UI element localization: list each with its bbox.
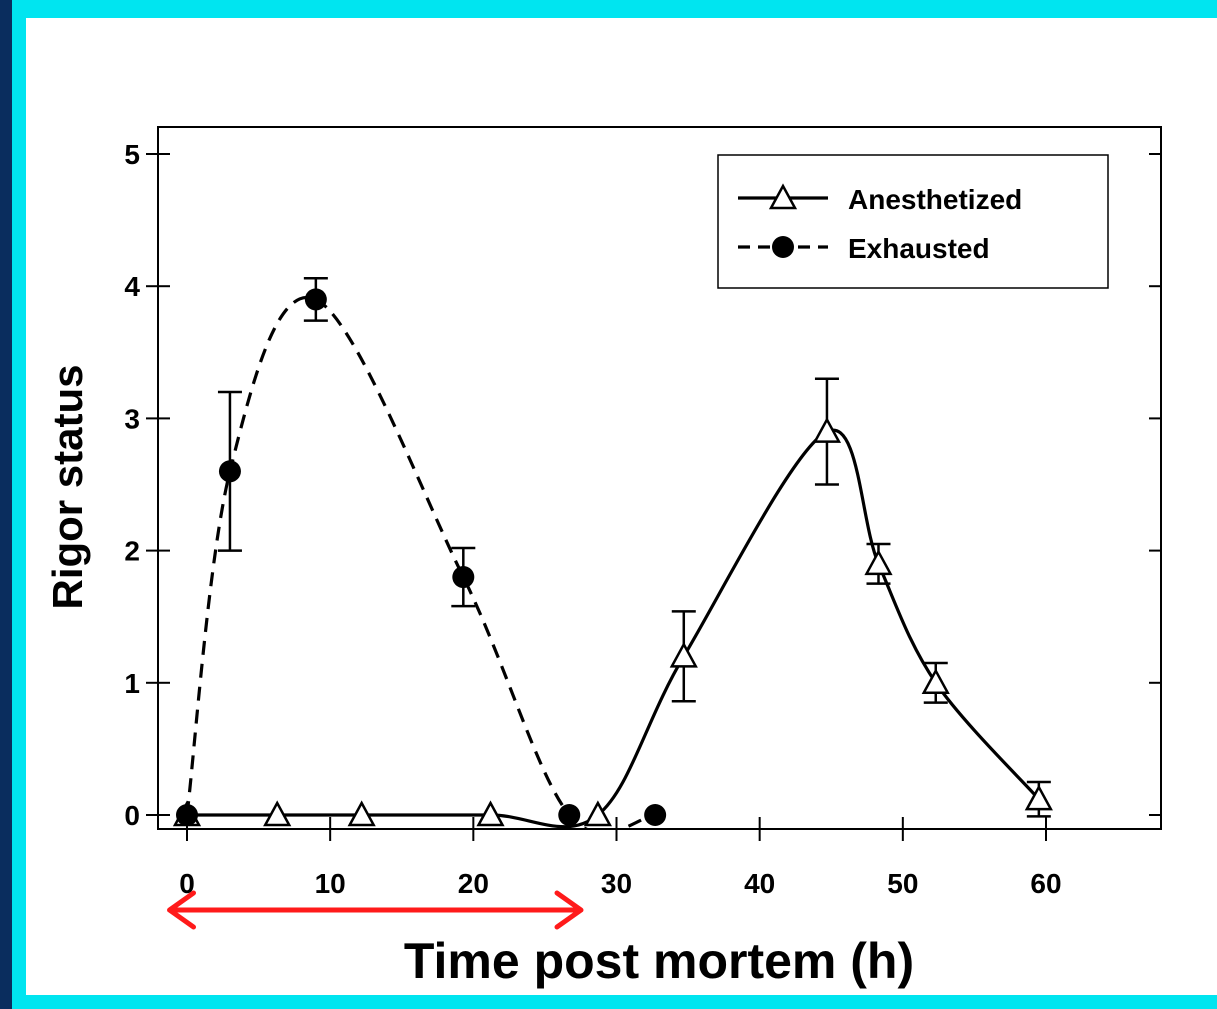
y-axis-label: Rigor status (44, 364, 91, 609)
x-tick-label: 0 (179, 868, 195, 899)
y-tick-label: 5 (124, 139, 140, 170)
y-tick-label: 2 (124, 536, 140, 567)
legend: Anesthetized Exhausted (717, 154, 1109, 289)
data-point-exhausted (176, 804, 198, 826)
x-tick-label: 60 (1030, 868, 1061, 899)
legend-label: Anesthetized (848, 184, 1022, 215)
data-point-anesthetized (921, 668, 950, 695)
y-tick-label: 1 (124, 668, 140, 699)
data-point-anesthetized (864, 549, 893, 576)
legend-marker (768, 183, 798, 210)
data-point-anesthetized (669, 641, 698, 668)
data-point-exhausted (218, 460, 241, 483)
red-arrow-head-left (167, 890, 197, 930)
data-point-exhausted (644, 804, 667, 826)
series-line-anesthetized (187, 428, 1041, 829)
x-axis-label: Time post mortem (h) (404, 933, 914, 989)
x-tick-label: 40 (744, 868, 775, 899)
y-tick-label: 3 (124, 403, 140, 434)
axis-ticks: 0 10 20 30 40 50 60 0 1 2 3 4 5 (124, 139, 1161, 899)
data-point-anesthetized (476, 800, 505, 827)
x-tick-label: 10 (315, 868, 346, 899)
x-tick-label: 50 (887, 868, 918, 899)
data-point-exhausted (558, 804, 581, 826)
markers-layer (172, 277, 1053, 827)
y-tick-label: 4 (124, 271, 140, 302)
annotation-layer (167, 890, 584, 930)
data-point-anesthetized (583, 800, 612, 827)
data-point-anesthetized (1024, 784, 1053, 811)
red-arrow-head-right (554, 890, 584, 930)
data-point-anesthetized (347, 800, 376, 827)
legend-label: Exhausted (848, 233, 990, 264)
data-point-anesthetized (812, 417, 842, 443)
x-tick-label: 20 (458, 868, 489, 899)
data-point-exhausted (304, 288, 327, 311)
data-point-exhausted (452, 566, 475, 589)
y-tick-label: 0 (124, 800, 140, 831)
legend-box (717, 154, 1109, 289)
series-line-exhausted (185, 295, 656, 829)
series-layer (185, 295, 1041, 829)
data-point-anesthetized (263, 800, 292, 827)
x-tick-label: 30 (601, 868, 632, 899)
legend-marker (772, 236, 794, 258)
plot-area-border (157, 126, 1162, 830)
